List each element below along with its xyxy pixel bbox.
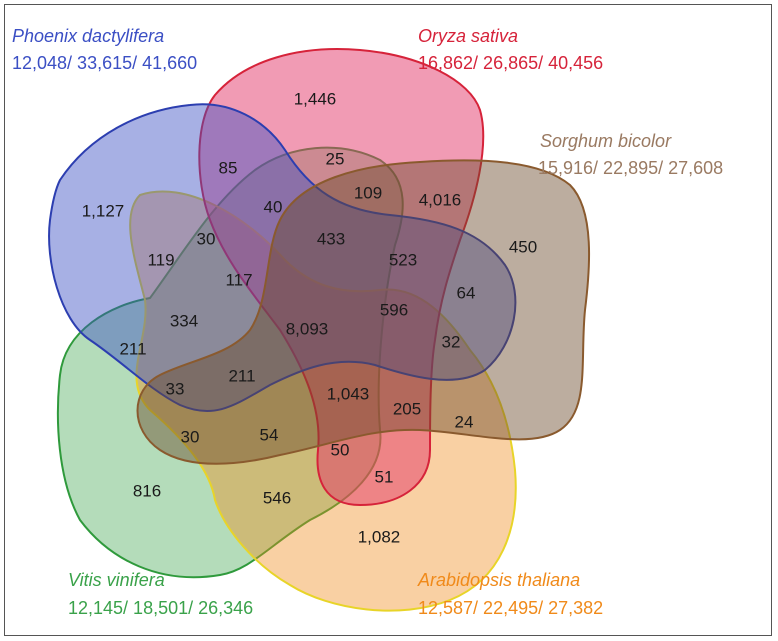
region-count: 30	[197, 229, 216, 248]
region-count: 1,043	[327, 384, 370, 403]
region-count: 450	[509, 237, 537, 256]
arabidopsis-name-label: Arabidopsis thaliana	[417, 570, 580, 590]
oryza-name-label: Oryza sativa	[418, 26, 518, 46]
phoenix-name-label: Phoenix dactylifera	[12, 26, 164, 46]
region-count: 1,127	[82, 201, 125, 220]
region-count: 523	[389, 250, 417, 269]
region-count: 30	[181, 427, 200, 446]
region-count: 4,016	[419, 190, 462, 209]
region-count: 50	[331, 440, 350, 459]
region-count: 32	[442, 332, 461, 351]
phoenix-dactylifera-set	[48, 103, 517, 413]
vitis-counts-label: 12,145/ 18,501/ 26,346	[68, 598, 253, 618]
vitis-name-label: Vitis vinifera	[68, 570, 165, 590]
sorghum-bicolor-set	[136, 159, 591, 465]
region-count: 546	[263, 488, 291, 507]
region-count: 119	[147, 250, 174, 269]
region-count: 24	[455, 412, 474, 431]
region-count: 51	[375, 467, 394, 486]
region-count: 8,093	[286, 319, 329, 338]
region-count: 109	[354, 183, 382, 202]
region-count: 25	[326, 149, 345, 168]
region-count: 816	[133, 481, 161, 500]
region-count: 596	[380, 300, 408, 319]
region-count: 64	[457, 283, 476, 302]
region-count: 85	[219, 158, 238, 177]
region-count: 54	[260, 425, 279, 444]
sorghum-name-label: Sorghum bicolor	[540, 131, 672, 151]
region-count: 211	[228, 366, 255, 385]
region-count: 117	[225, 270, 252, 289]
sorghum-counts-label: 15,916/ 22,895/ 27,608	[538, 158, 723, 178]
region-count: 334	[170, 311, 198, 330]
region-count: 433	[317, 229, 345, 248]
region-count: 1,446	[294, 89, 337, 108]
region-count: 211	[119, 339, 146, 358]
region-count: 40	[264, 197, 283, 216]
oryza-counts-label: 16,862/ 26,865/ 40,456	[418, 53, 603, 73]
region-count: 1,082	[358, 527, 401, 546]
region-count: 205	[393, 399, 421, 418]
phoenix-counts-label: 12,048/ 33,615/ 41,660	[12, 53, 197, 73]
arabidopsis-counts-label: 12,587/ 22,495/ 27,382	[418, 598, 603, 618]
region-count: 33	[166, 379, 185, 398]
